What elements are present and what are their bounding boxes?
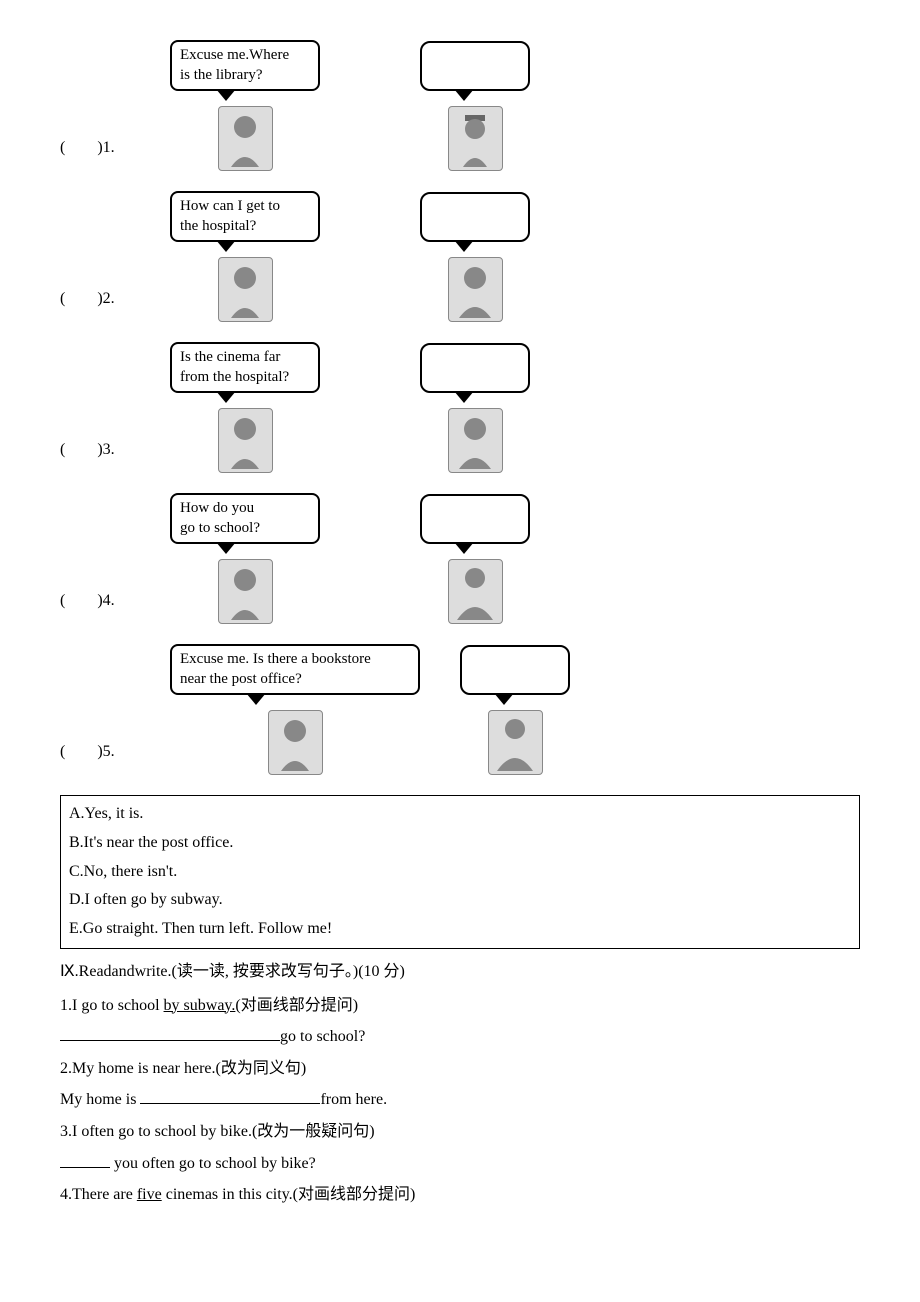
empty-bubble-2 — [420, 192, 530, 242]
bubble-text-5: Excuse me. Is there a bookstorenear the … — [180, 651, 371, 687]
exercise-1-answer-tail: go to school? — [280, 1028, 365, 1045]
exercise-3-question: 3.I often go to school by bike.(改为一般疑问句) — [60, 1119, 860, 1145]
avatar-woman-5 — [488, 710, 543, 775]
bubble-text-3: Is the cinema farfrom the hospital? — [180, 349, 289, 385]
exercise-4-tail: cinemas in this city.(对画线部分提问) — [162, 1186, 416, 1203]
avatar-woman-4 — [448, 559, 503, 624]
avatar-boy-4 — [218, 559, 273, 624]
speech-bubble-3: Is the cinema farfrom the hospital? — [170, 342, 320, 393]
responder-group-1 — [420, 41, 530, 171]
exercise-1-tail: (对画线部分提问) — [235, 997, 358, 1014]
speech-container-4: How do yougo to school? — [170, 493, 530, 624]
exercise-2-question: 2.My home is near here.(改为同义句) — [60, 1056, 860, 1082]
avatar-boy-3 — [218, 408, 273, 473]
speech-bubble-2: How can I get tothe hospital? — [170, 191, 320, 242]
bubble-text-4: How do yougo to school? — [180, 500, 260, 536]
exercise-4-underline: five — [137, 1186, 162, 1203]
exercise-1-answer: go to school? — [60, 1024, 860, 1050]
avatar-officer-1 — [448, 106, 503, 171]
speech-container-2: How can I get tothe hospital? — [170, 191, 530, 322]
question-number-2: ( )2. — [60, 286, 170, 322]
answer-option-d: D.I often go by subway. — [69, 886, 851, 915]
speech-container-1: Excuse me.Whereis the library? — [170, 40, 530, 171]
empty-bubble-3 — [420, 343, 530, 393]
blank-3[interactable] — [60, 1152, 110, 1168]
exercise-2-head: My home is — [60, 1091, 140, 1108]
bubble-text-2: How can I get tothe hospital? — [180, 198, 280, 234]
asker-group-5: Excuse me. Is there a bookstorenear the … — [170, 644, 420, 775]
question-row-2: ( )2. How can I get tothe hospital? — [60, 191, 860, 322]
asker-group-3: Is the cinema farfrom the hospital? — [170, 342, 320, 473]
empty-bubble-5 — [460, 645, 570, 695]
asker-group-4: How do yougo to school? — [170, 493, 320, 624]
question-row-5: ( )5. Excuse me. Is there a bookstorenea… — [60, 644, 860, 775]
responder-group-5 — [460, 645, 570, 775]
answer-option-c: C.No, there isn't. — [69, 858, 851, 887]
responder-group-4 — [420, 494, 530, 624]
exercise-3-answer: you often go to school by bike? — [60, 1151, 860, 1177]
asker-group-2: How can I get tothe hospital? — [170, 191, 320, 322]
exercise-4-question: 4.There are five cinemas in this city.(对… — [60, 1182, 860, 1208]
speech-container-5: Excuse me. Is there a bookstorenear the … — [170, 644, 570, 775]
responder-group-2 — [420, 192, 530, 322]
question-number-1: ( )1. — [60, 135, 170, 171]
exercise-3-tail: you often go to school by bike? — [110, 1155, 316, 1172]
exercise-4-head: 4.There are — [60, 1186, 137, 1203]
empty-bubble-1 — [420, 41, 530, 91]
empty-bubble-4 — [420, 494, 530, 544]
question-number-3: ( )3. — [60, 437, 170, 473]
question-number-5: ( )5. — [60, 739, 170, 775]
speech-bubble-4: How do yougo to school? — [170, 493, 320, 544]
exercise-2-answer: My home is from here. — [60, 1087, 860, 1113]
exercise-1-question: 1.I go to school by subway.(对画线部分提问) — [60, 993, 860, 1019]
question-number-4: ( )4. — [60, 588, 170, 624]
exercise-1-head: 1.I go to school — [60, 997, 164, 1014]
exercise-2-tail: from here. — [320, 1091, 387, 1108]
avatar-boy-1 — [218, 106, 273, 171]
avatar-boy-5 — [268, 710, 323, 775]
answer-options-box: A.Yes, it is. B.It's near the post offic… — [60, 795, 860, 949]
section-ix-title: Ⅸ.Readandwrite.(读一读, 按要求改写句子。)(10 分) — [60, 959, 860, 985]
question-row-1: ( )1. Excuse me.Whereis the library? — [60, 40, 860, 171]
answer-option-a: A.Yes, it is. — [69, 800, 851, 829]
exercise-1-underline: by subway. — [164, 997, 236, 1014]
question-row-4: ( )4. How do yougo to school? — [60, 493, 860, 624]
speech-bubble-1: Excuse me.Whereis the library? — [170, 40, 320, 91]
speech-bubble-5: Excuse me. Is there a bookstorenear the … — [170, 644, 420, 695]
asker-group-1: Excuse me.Whereis the library? — [170, 40, 320, 171]
question-row-3: ( )3. Is the cinema farfrom the hospital… — [60, 342, 860, 473]
responder-group-3 — [420, 343, 530, 473]
avatar-girl-3 — [448, 408, 503, 473]
speech-container-3: Is the cinema farfrom the hospital? — [170, 342, 530, 473]
avatar-boy-2 — [218, 257, 273, 322]
answer-option-e: E.Go straight. Then turn left. Follow me… — [69, 915, 851, 944]
blank-1[interactable] — [60, 1025, 280, 1041]
bubble-text-1: Excuse me.Whereis the library? — [180, 47, 289, 83]
avatar-girl-2 — [448, 257, 503, 322]
answer-option-b: B.It's near the post office. — [69, 829, 851, 858]
blank-2[interactable] — [140, 1088, 320, 1104]
